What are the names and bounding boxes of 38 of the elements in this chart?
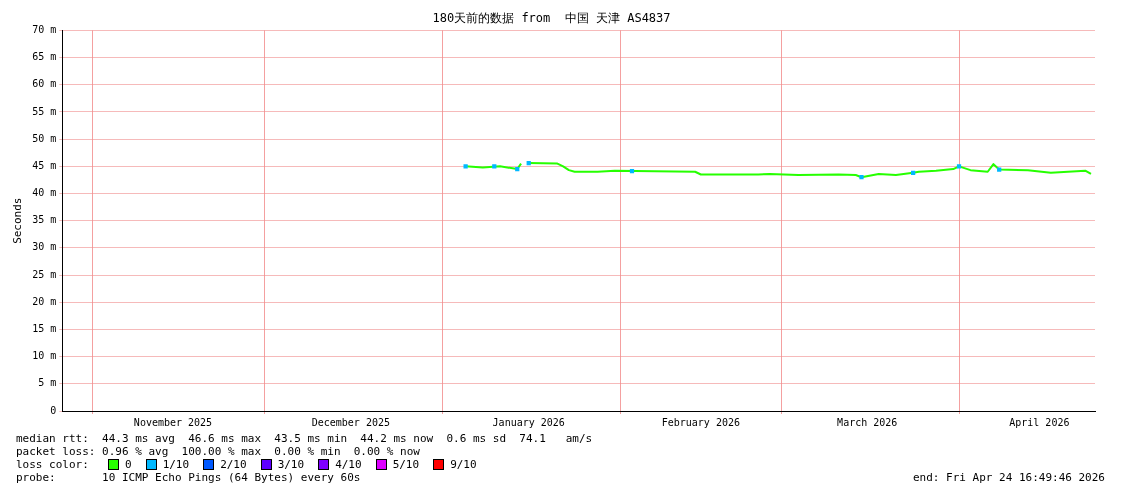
legend-label: 5/10 (392, 458, 420, 471)
y-tick-label: 45 m (32, 159, 57, 171)
y-tick-label: 50 m (32, 132, 57, 144)
y-tick-label: 60 m (32, 78, 57, 90)
text: median rtt: 44.3 ms avg 46.6 ms max 43.5 ms min 44.2 ms now 0.6 ms sd 74.1 am/s (16, 432, 594, 445)
y-tick-label: 5 m (38, 377, 57, 389)
y-tick-label: 35 m (32, 214, 57, 226)
y-tick-label: 65 m (32, 51, 57, 63)
point (463, 164, 468, 169)
x-tick-label: November 2025 (133, 416, 213, 428)
text: probe: 10 ICMP Echo Pings (64 Bytes) every 60s (16, 471, 361, 484)
legend-title: loss color: (16, 458, 90, 471)
y-tick-label: 30 m (32, 241, 57, 253)
x-tick-label: March 2026 (837, 416, 898, 428)
y-tick-label: 70 m (32, 23, 57, 35)
y-tick-label: 25 m (32, 268, 57, 280)
text: end: Fri Apr 24 16:49:46 2026 (912, 471, 1105, 484)
y-tick-label: 20 m (32, 295, 57, 307)
x-tick-label: December 2025 (311, 416, 391, 428)
text: packet loss: 0.96 % avg 100.00 % max 0.00 % min 0.00 % now (16, 445, 421, 458)
legend-label: 3/10 (277, 458, 305, 471)
chart-title: 180天前的数据 from 中国 天津 AS4837 (432, 11, 671, 26)
legend-label: 9/10 (450, 458, 477, 471)
point (997, 167, 1002, 172)
point (859, 175, 864, 180)
y-tick-label: 40 m (32, 187, 57, 199)
y-tick-label: 55 m (32, 105, 57, 117)
y-tick-label: 10 m (32, 350, 57, 362)
x-tick-label: February 2026 (661, 416, 740, 428)
x-tick-label: April 2026 (1009, 416, 1070, 428)
y-tick-label: 15 m (32, 323, 57, 335)
legend-label: 1/10 (162, 458, 190, 471)
y-tick-label: 0 (50, 404, 57, 416)
legend-label: 0 (125, 458, 132, 471)
y-axis-title: Seconds (11, 197, 25, 244)
x-tick-label: January 2026 (492, 416, 565, 428)
legend-label: 2/10 (220, 458, 247, 471)
legend-label: 4/10 (335, 458, 362, 471)
